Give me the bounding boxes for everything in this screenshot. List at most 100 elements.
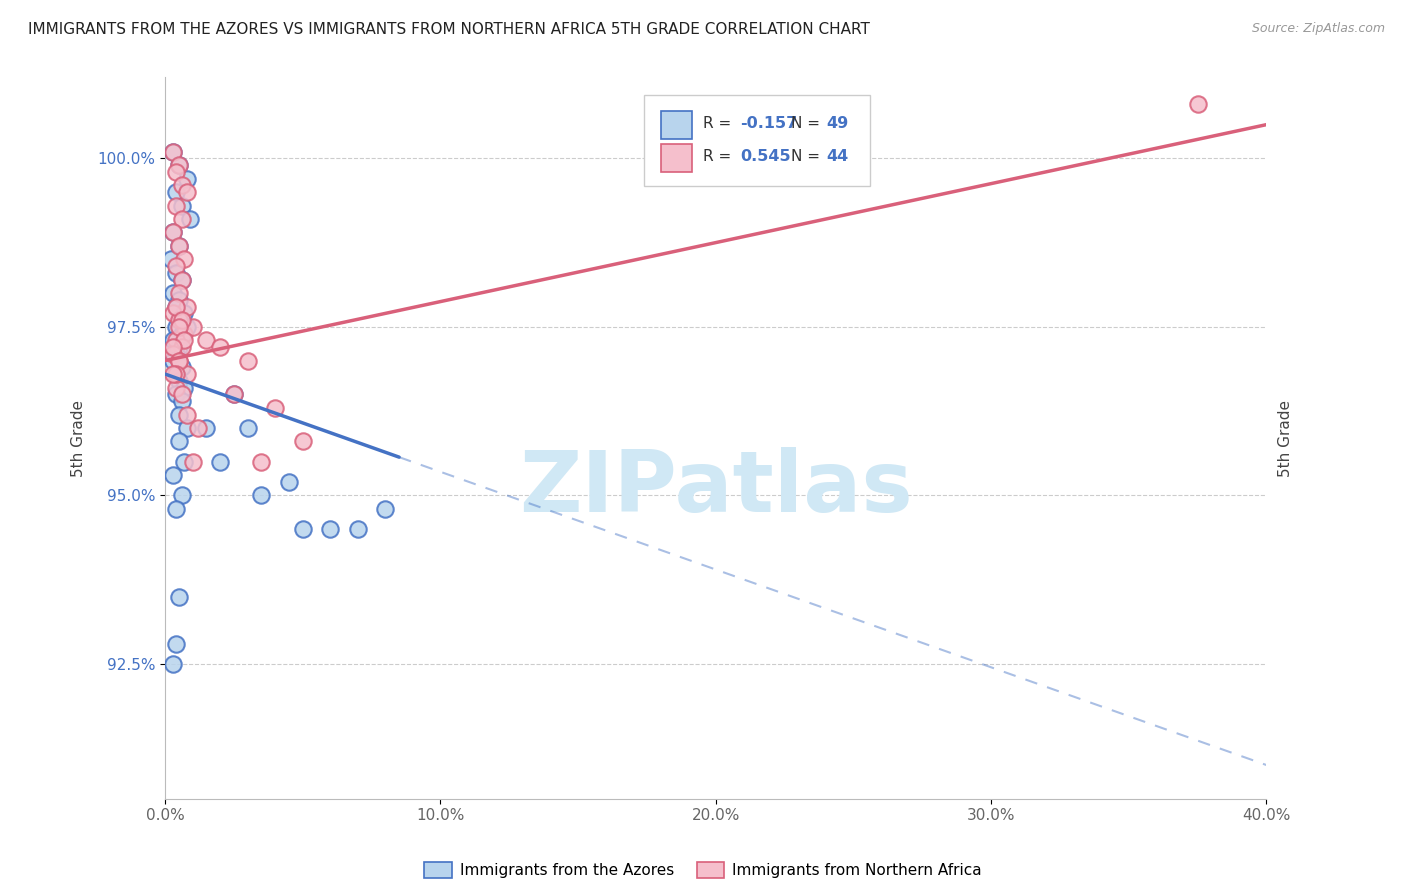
Point bbox=[167, 239, 190, 253]
Legend: Immigrants from the Azores, Immigrants from Northern Africa: Immigrants from the Azores, Immigrants f… bbox=[419, 856, 987, 884]
Point bbox=[170, 178, 193, 193]
Point bbox=[278, 475, 301, 489]
Point bbox=[167, 158, 190, 172]
Point bbox=[222, 387, 245, 401]
Point bbox=[176, 319, 198, 334]
Point bbox=[346, 522, 368, 536]
Point bbox=[181, 455, 204, 469]
Text: 44: 44 bbox=[825, 149, 848, 164]
Point bbox=[195, 421, 218, 435]
Point bbox=[170, 212, 193, 227]
Point bbox=[167, 353, 190, 368]
Point bbox=[170, 387, 193, 401]
Point bbox=[162, 145, 184, 159]
Point bbox=[162, 334, 184, 348]
Point bbox=[176, 408, 198, 422]
Point bbox=[162, 657, 184, 671]
Point bbox=[165, 367, 187, 381]
Bar bbox=[661, 145, 692, 172]
Point bbox=[167, 239, 190, 253]
Point bbox=[162, 226, 184, 240]
Text: 0.545: 0.545 bbox=[740, 149, 790, 164]
Point bbox=[167, 408, 190, 422]
Point bbox=[176, 300, 198, 314]
Point bbox=[170, 198, 193, 212]
Point bbox=[167, 286, 190, 301]
Point bbox=[319, 522, 342, 536]
Point bbox=[162, 340, 184, 354]
Point bbox=[165, 198, 187, 212]
Point bbox=[173, 334, 195, 348]
Point bbox=[176, 421, 198, 435]
Point bbox=[165, 266, 187, 280]
Point bbox=[173, 455, 195, 469]
Point bbox=[167, 293, 190, 307]
Point bbox=[162, 468, 184, 483]
Point bbox=[170, 326, 193, 341]
Point bbox=[173, 252, 195, 267]
Y-axis label: 5th Grade: 5th Grade bbox=[72, 400, 86, 476]
Point bbox=[173, 306, 195, 320]
Point bbox=[162, 145, 184, 159]
Text: N =: N = bbox=[790, 149, 824, 164]
Point bbox=[165, 501, 187, 516]
Text: ZIPatlas: ZIPatlas bbox=[519, 447, 912, 530]
Point bbox=[209, 340, 232, 354]
Point bbox=[250, 455, 273, 469]
Point bbox=[165, 165, 187, 179]
Point bbox=[162, 226, 184, 240]
Point bbox=[162, 286, 184, 301]
Text: Source: ZipAtlas.com: Source: ZipAtlas.com bbox=[1251, 22, 1385, 36]
Point bbox=[162, 347, 184, 361]
Point bbox=[167, 374, 190, 388]
Point bbox=[167, 590, 190, 604]
Point bbox=[250, 488, 273, 502]
Point bbox=[165, 300, 187, 314]
Point bbox=[162, 367, 184, 381]
Point bbox=[165, 347, 187, 361]
Text: R =: R = bbox=[703, 149, 735, 164]
Point bbox=[170, 340, 193, 354]
Point bbox=[236, 353, 259, 368]
Point bbox=[187, 421, 209, 435]
Point bbox=[167, 319, 190, 334]
Point bbox=[179, 212, 201, 227]
Point bbox=[165, 637, 187, 651]
Point bbox=[170, 273, 193, 287]
Point bbox=[181, 319, 204, 334]
Point bbox=[165, 319, 187, 334]
Point bbox=[162, 306, 184, 320]
Point bbox=[170, 394, 193, 409]
Point bbox=[176, 171, 198, 186]
Point bbox=[167, 313, 190, 327]
Point bbox=[1187, 97, 1209, 112]
Point bbox=[167, 340, 190, 354]
Point bbox=[165, 300, 187, 314]
Point bbox=[167, 434, 190, 449]
Bar bbox=[661, 112, 692, 138]
Point bbox=[165, 334, 187, 348]
Point bbox=[165, 387, 187, 401]
Point bbox=[170, 313, 193, 327]
Point bbox=[291, 522, 314, 536]
Point bbox=[167, 158, 190, 172]
Point bbox=[173, 326, 195, 341]
Point bbox=[165, 380, 187, 394]
Point bbox=[236, 421, 259, 435]
Point bbox=[165, 259, 187, 273]
Point bbox=[222, 387, 245, 401]
Point bbox=[291, 434, 314, 449]
Point bbox=[170, 273, 193, 287]
Point bbox=[176, 185, 198, 199]
Point bbox=[170, 360, 193, 375]
FancyBboxPatch shape bbox=[644, 95, 870, 186]
Text: -0.157: -0.157 bbox=[740, 116, 797, 131]
Point bbox=[176, 367, 198, 381]
Point bbox=[170, 488, 193, 502]
Point bbox=[162, 353, 184, 368]
Text: IMMIGRANTS FROM THE AZORES VS IMMIGRANTS FROM NORTHERN AFRICA 5TH GRADE CORRELAT: IMMIGRANTS FROM THE AZORES VS IMMIGRANTS… bbox=[28, 22, 870, 37]
Point bbox=[374, 501, 396, 516]
Y-axis label: 5th Grade: 5th Grade bbox=[1278, 400, 1292, 476]
Point bbox=[209, 455, 232, 469]
Point bbox=[165, 185, 187, 199]
